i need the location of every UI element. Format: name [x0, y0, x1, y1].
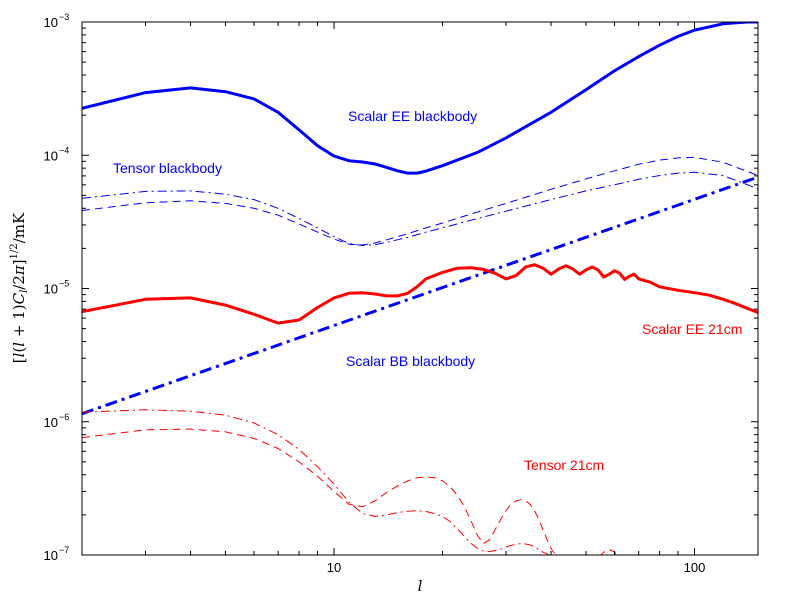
annotation-tensor-21cm: Tensor 21cm [524, 457, 604, 473]
y-axis-label-group: [l(l + 1)Cl/2π]1/2/mK [9, 212, 30, 363]
x-tick-label: 10 [327, 560, 341, 575]
annotation-scalar-bb-blackbody: Scalar BB blackbody [346, 353, 475, 369]
series-line-3 [82, 171, 758, 247]
y-tick-exponent: −3 [59, 12, 69, 22]
series-layer [82, 22, 758, 555]
x-axis-label: l [418, 577, 423, 595]
annotation-scalar-ee-21cm: Scalar EE 21cm [642, 321, 742, 337]
y-tick-exponent: −7 [59, 545, 69, 555]
series-line-4 [82, 175, 758, 416]
annotation-tensor-blackbody: Tensor blackbody [113, 160, 222, 176]
series-line-2 [82, 156, 758, 246]
y-axis-label: [l(l + 1)Cl/2π]1/2/mK [9, 212, 30, 363]
series-line-5 [82, 263, 758, 325]
y-tick-label: 10 [44, 415, 58, 430]
annotation-scalar-ee-blackbody: Scalar EE blackbody [348, 108, 477, 124]
y-tick-exponent: −6 [59, 412, 69, 422]
y-tick-exponent: −4 [59, 145, 69, 155]
y-tick-label: 10 [44, 15, 58, 30]
series-line-6 [82, 428, 618, 555]
y-tick-exponent: −5 [59, 279, 69, 289]
y-tick-label: 10 [44, 148, 58, 163]
plot-frame [81, 21, 759, 556]
y-tick-label: 10 [44, 282, 58, 297]
y-tick-label: 10 [44, 548, 58, 563]
series-line-7 [82, 409, 550, 555]
series-line-1 [82, 22, 758, 175]
x-tick-label: 100 [684, 560, 706, 575]
label-layer: Scalar EE blackbody Tensor blackbody Scala… [113, 108, 742, 473]
